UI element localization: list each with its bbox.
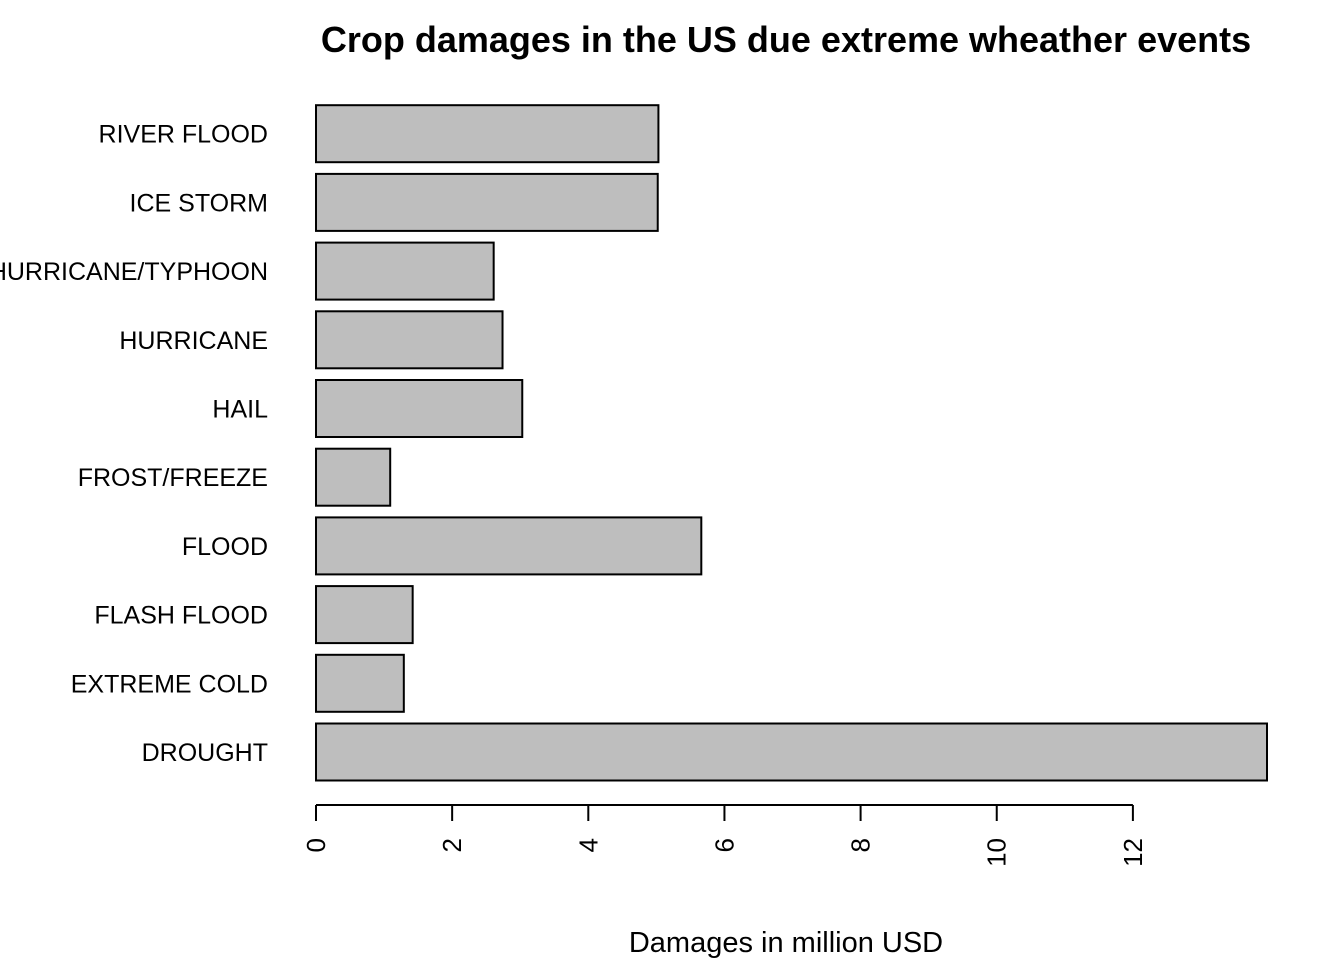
category-label: HURRICANE/TYPHOON xyxy=(0,258,268,286)
chart-title: Crop damages in the US due extreme wheat… xyxy=(321,19,1251,60)
x-axis-label: Damages in million USD xyxy=(629,927,943,959)
bar xyxy=(315,241,495,301)
category-label: RIVER FLOOD xyxy=(99,121,268,149)
category-label: FLASH FLOOD xyxy=(94,602,268,630)
x-tick-label: 0 xyxy=(301,838,331,852)
category-label: EXTREME COLD xyxy=(71,670,268,698)
x-tick-label: 2 xyxy=(437,838,467,852)
bar xyxy=(315,172,659,232)
category-label: HURRICANE xyxy=(119,327,268,355)
x-tick-label: 10 xyxy=(982,838,1012,867)
category-label: FROST/FREEZE xyxy=(78,464,268,492)
category-labels: DROUGHT EXTREME COLD FLASH FLOOD FLOOD FROST… xyxy=(0,121,268,767)
category-label: HAIL xyxy=(212,396,268,424)
x-tick-label: 8 xyxy=(846,838,876,852)
bar xyxy=(315,585,414,645)
x-tick-label: 4 xyxy=(573,838,603,852)
bar xyxy=(315,104,660,164)
bar xyxy=(315,447,392,507)
bar xyxy=(315,653,405,713)
x-tick-label: 12 xyxy=(1118,838,1148,867)
category-label: FLOOD xyxy=(182,533,268,561)
x-tick-label: 6 xyxy=(709,838,739,852)
category-label: DROUGHT xyxy=(142,739,268,767)
bar xyxy=(315,722,1268,782)
category-label: ICE STORM xyxy=(130,189,268,217)
bar xyxy=(315,516,703,576)
bar xyxy=(315,310,504,370)
x-axis: 0 2 4 6 8 10 12 xyxy=(301,804,1148,867)
bars-group xyxy=(315,104,1268,782)
bar xyxy=(315,379,524,438)
